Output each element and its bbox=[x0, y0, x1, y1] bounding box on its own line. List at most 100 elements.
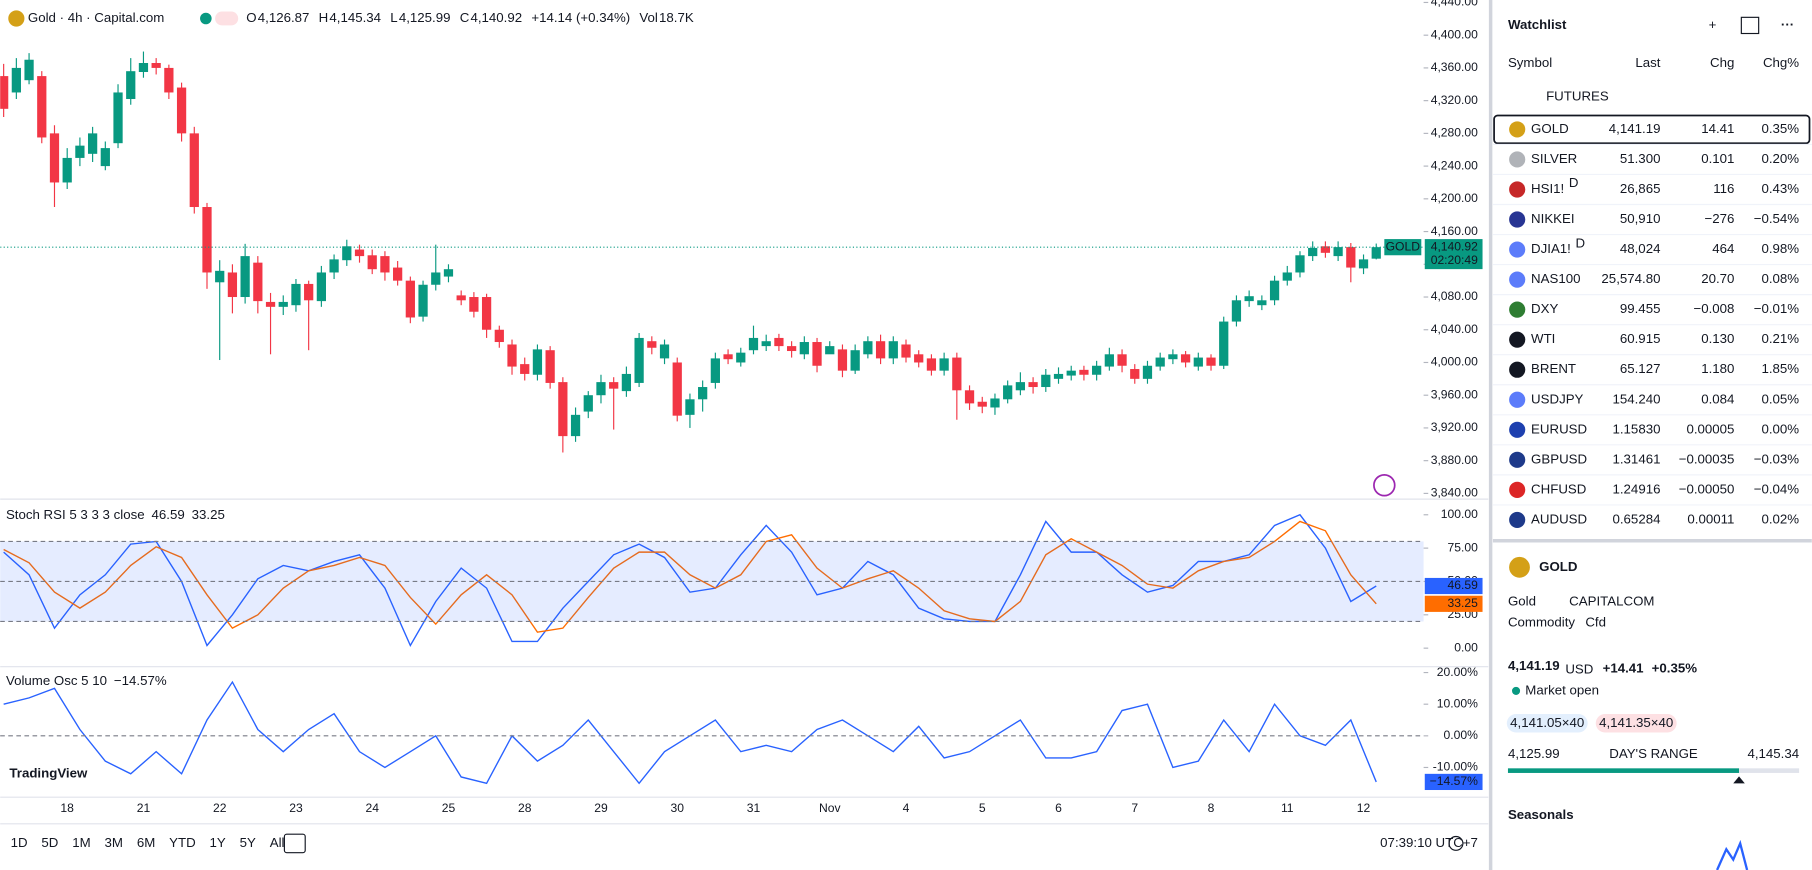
candle-body bbox=[1041, 374, 1051, 388]
y-tick-label: 0.00% bbox=[1444, 728, 1479, 742]
watchlist-title[interactable]: Watchlist bbox=[1508, 17, 1567, 32]
row-chg-pct: 0.00% bbox=[1761, 421, 1799, 436]
y-tick-label: 100.00 bbox=[1441, 507, 1478, 521]
range-button[interactable]: 1D bbox=[11, 835, 28, 850]
plot-area bbox=[0, 51, 1424, 785]
candle-body bbox=[342, 246, 352, 261]
x-tick-label: 12 bbox=[1357, 801, 1371, 815]
row-symbol[interactable]: EURUSD bbox=[1531, 421, 1587, 436]
candle-body bbox=[1168, 354, 1178, 360]
row-last: 26,865 bbox=[1620, 181, 1661, 196]
range-button[interactable]: YTD bbox=[169, 835, 196, 850]
column-header[interactable]: Chg bbox=[1710, 55, 1734, 70]
x-tick-label: 31 bbox=[747, 801, 761, 815]
range-button[interactable]: 1M bbox=[72, 835, 90, 850]
row-chg: 0.00011 bbox=[1687, 511, 1734, 526]
row-symbol[interactable]: WTI bbox=[1531, 331, 1555, 346]
row-symbol[interactable]: DJIA1! bbox=[1531, 241, 1571, 256]
row-chg-pct: 0.02% bbox=[1761, 511, 1799, 526]
y-tick-label: 75.00 bbox=[1448, 540, 1479, 554]
row-symbol[interactable]: DXY bbox=[1531, 301, 1558, 316]
row-symbol[interactable]: HSI1! bbox=[1531, 181, 1564, 196]
candle-body bbox=[672, 362, 682, 416]
row-symbol[interactable]: BRENT bbox=[1531, 361, 1576, 376]
add-icon[interactable]: + bbox=[1709, 17, 1717, 32]
candle-body bbox=[1219, 321, 1229, 366]
y-tick-label: 3,840.00 bbox=[1431, 486, 1478, 500]
row-chg: −276 bbox=[1705, 211, 1735, 226]
stat-value: 4,145.34 bbox=[329, 10, 381, 25]
row-symbol[interactable]: USDJPY bbox=[1531, 391, 1583, 406]
row-icon bbox=[1509, 511, 1526, 529]
range-button[interactable]: 5D bbox=[41, 835, 58, 850]
row-last: 51.300 bbox=[1620, 151, 1661, 166]
x-tick-label: 23 bbox=[289, 801, 303, 815]
candle-body bbox=[304, 283, 314, 301]
range-button[interactable]: 3M bbox=[105, 835, 123, 850]
y-tick-label: 20.00% bbox=[1437, 665, 1478, 679]
symbol-icon bbox=[8, 10, 25, 27]
row-symbol[interactable]: AUDUSD bbox=[1531, 511, 1587, 526]
range-button[interactable]: All bbox=[270, 835, 285, 850]
detail-icon bbox=[1509, 556, 1530, 578]
row-symbol[interactable]: NAS100 bbox=[1531, 271, 1580, 286]
x-tick-label: 18 bbox=[60, 801, 74, 815]
section-title[interactable]: Seasonals bbox=[1508, 807, 1574, 822]
row-last: 1.24916 bbox=[1613, 481, 1661, 496]
column-header[interactable]: Symbol bbox=[1508, 55, 1552, 70]
candle-body bbox=[1079, 369, 1089, 375]
candle-body bbox=[939, 358, 949, 371]
column-header[interactable]: Chg% bbox=[1763, 55, 1799, 70]
candle-body bbox=[1231, 300, 1242, 322]
range-label: DAY'S RANGE bbox=[1609, 746, 1698, 761]
value-badge: −14.57% bbox=[1430, 774, 1478, 788]
range-button[interactable]: 5Y bbox=[240, 835, 256, 850]
stat-value: 18.7K bbox=[659, 10, 694, 25]
candle-body bbox=[901, 344, 911, 358]
layout-icon[interactable] bbox=[1740, 16, 1760, 35]
row-chg-pct: −0.04% bbox=[1754, 481, 1800, 496]
value-badge-bg bbox=[1424, 773, 1483, 791]
row-symbol[interactable]: CHFUSD bbox=[1531, 481, 1586, 496]
candle-body bbox=[138, 63, 149, 73]
status-dot bbox=[1511, 686, 1521, 695]
stat-label: H bbox=[319, 10, 329, 25]
candle-body bbox=[558, 382, 568, 437]
row-symbol[interactable]: SILVER bbox=[1531, 151, 1577, 166]
row-chg: 14.41 bbox=[1701, 121, 1734, 136]
detail-status: Market open bbox=[1525, 682, 1599, 697]
row-symbol[interactable]: GOLD bbox=[1531, 121, 1569, 136]
more-icon[interactable]: ··· bbox=[1781, 17, 1794, 32]
settings-icon[interactable] bbox=[1448, 835, 1464, 851]
candle-body bbox=[990, 398, 1000, 408]
candle-body bbox=[1320, 246, 1331, 253]
range-button[interactable]: 1Y bbox=[210, 835, 226, 850]
row-last: 1.15830 bbox=[1613, 421, 1661, 436]
row-icon bbox=[1509, 151, 1526, 168]
candle-body bbox=[698, 387, 708, 400]
candle-body bbox=[1053, 373, 1064, 379]
candle-body bbox=[609, 382, 619, 389]
range-button[interactable]: 6M bbox=[137, 835, 155, 850]
group-label[interactable]: FUTURES bbox=[1546, 89, 1609, 104]
selected-row bbox=[1493, 114, 1811, 145]
value-badge-bg bbox=[1424, 577, 1483, 595]
candle-body bbox=[761, 341, 771, 347]
column-header[interactable]: Last bbox=[1635, 55, 1660, 70]
candle-body bbox=[202, 207, 212, 273]
candle-body bbox=[1206, 357, 1216, 366]
candle-body bbox=[1282, 272, 1292, 281]
row-last: 48,024 bbox=[1620, 241, 1661, 256]
row-symbol[interactable]: GBPUSD bbox=[1531, 451, 1587, 466]
row-last: 154.240 bbox=[1613, 391, 1661, 406]
row-symbol[interactable]: NIKKEI bbox=[1531, 211, 1575, 226]
y-tick-label: 4,080.00 bbox=[1431, 289, 1478, 303]
candle-body bbox=[837, 349, 848, 371]
candle-body bbox=[1142, 365, 1153, 379]
lightning-icon[interactable] bbox=[1373, 473, 1396, 497]
date-range-icon[interactable] bbox=[283, 833, 306, 854]
status-icon bbox=[200, 12, 212, 25]
candle-body bbox=[176, 87, 187, 134]
candle-body bbox=[774, 337, 784, 347]
candle-body bbox=[977, 401, 987, 407]
